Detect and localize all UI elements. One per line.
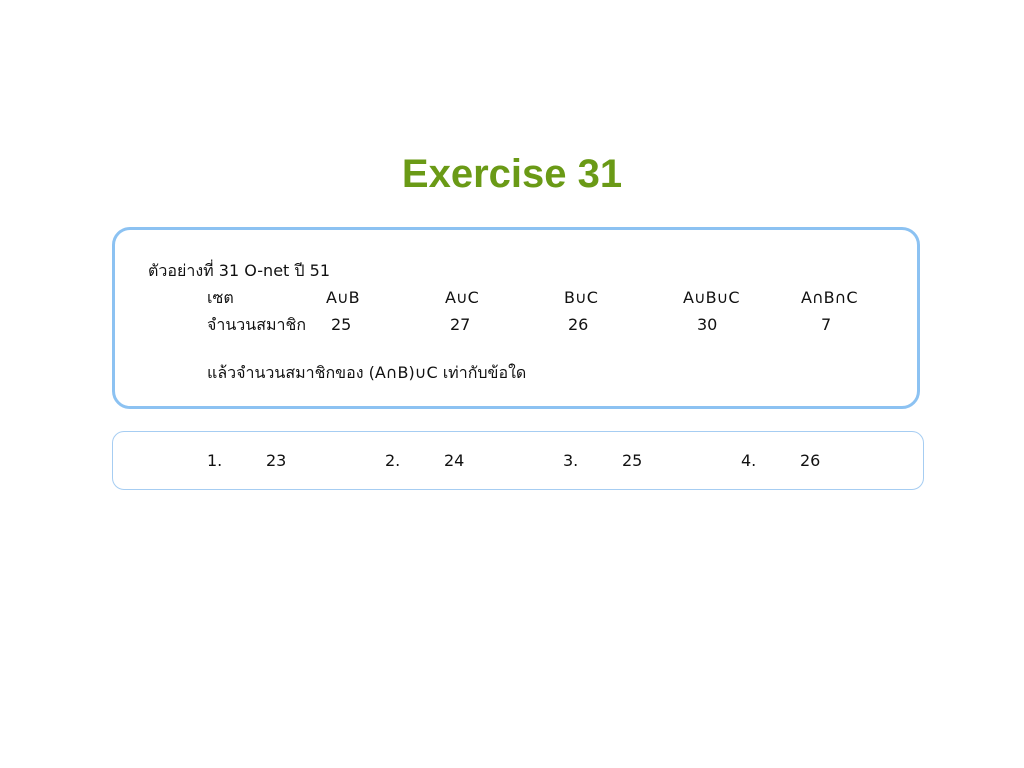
choice-2-value[interactable]: 24 [444, 451, 465, 470]
question-box [112, 227, 920, 409]
set-b-union-c: B∪C [564, 288, 598, 307]
choice-3-number: 3. [563, 451, 579, 470]
question-heading: ตัวอย่างที่ 31 O-net ปี 51 [148, 261, 330, 280]
question-prompt: แล้วจำนวนสมาชิกของ (A∩B)∪C เท่ากับข้อใด [207, 363, 527, 382]
choice-4-value[interactable]: 26 [800, 451, 821, 470]
count-a-intersect-b-intersect-c: 7 [821, 315, 832, 334]
set-a-union-b: A∪B [326, 288, 360, 307]
set-a-union-b-union-c: A∪B∪C [683, 288, 740, 307]
count-a-union-c: 27 [450, 315, 471, 334]
choice-3-value[interactable]: 25 [622, 451, 643, 470]
choice-4-number: 4. [741, 451, 757, 470]
choice-1-number: 1. [207, 451, 223, 470]
count-a-union-b: 25 [331, 315, 352, 334]
set-a-union-c: A∪C [445, 288, 479, 307]
count-row-label: จำนวนสมาชิก [207, 315, 307, 334]
set-row-label: เซต [207, 288, 234, 307]
answer-choices-box [112, 431, 924, 490]
set-a-intersect-b-intersect-c: A∩B∩C [801, 288, 858, 307]
choice-1-value[interactable]: 23 [266, 451, 287, 470]
slide-title: Exercise 31 [401, 152, 623, 196]
count-a-union-b-union-c: 30 [697, 315, 718, 334]
count-b-union-c: 26 [568, 315, 589, 334]
choice-2-number: 2. [385, 451, 401, 470]
